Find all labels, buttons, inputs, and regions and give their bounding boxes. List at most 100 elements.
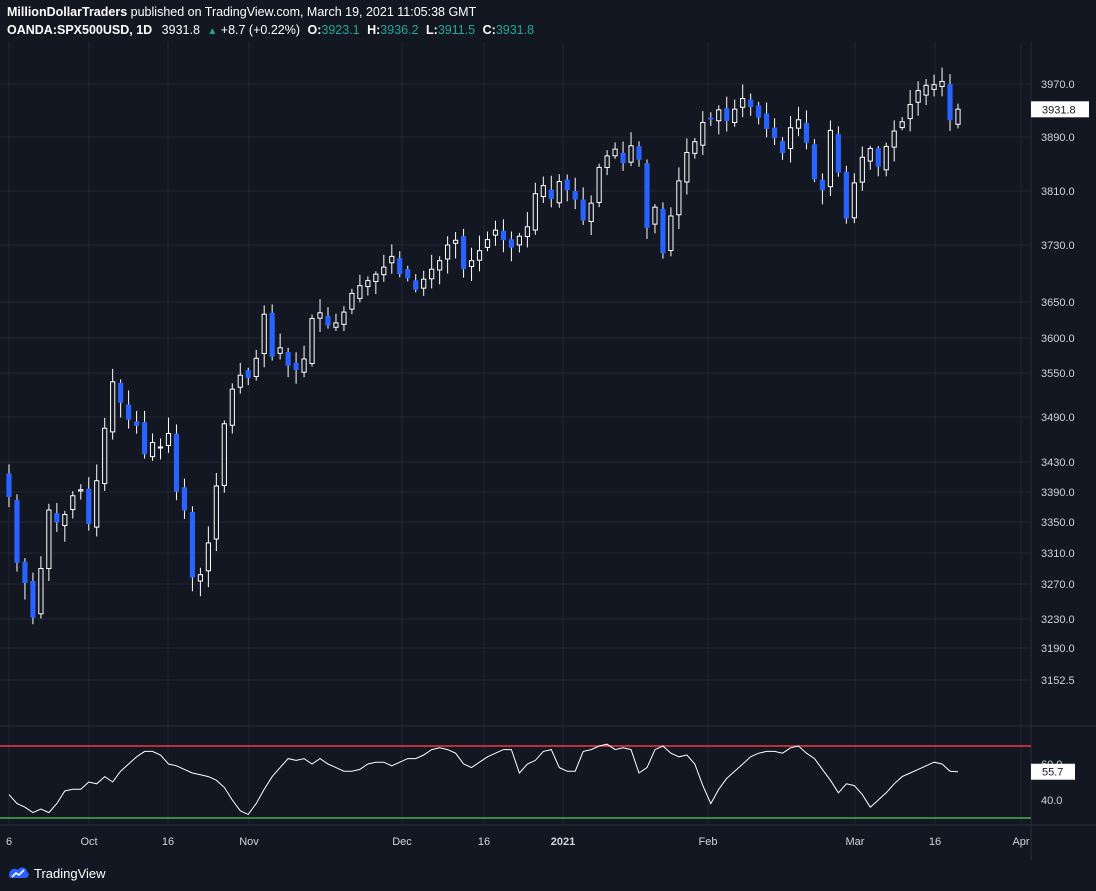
candle — [357, 274, 363, 303]
price-tick-label: 3810.0 — [1041, 186, 1075, 198]
author-name[interactable]: MillionDollarTraders — [7, 5, 128, 19]
candle — [413, 274, 419, 293]
candle-up-body — [612, 148, 618, 157]
time-tick-label: 16 — [478, 836, 490, 848]
candle — [891, 120, 897, 162]
candle — [620, 141, 626, 171]
candle — [237, 363, 243, 394]
candle-down-body — [843, 171, 849, 219]
candle-down-body — [620, 152, 626, 164]
candle — [875, 146, 881, 177]
candle — [261, 305, 267, 368]
publish-info: MillionDollarTraders published on Tradin… — [7, 5, 476, 19]
candle — [771, 118, 778, 146]
candle — [931, 74, 937, 97]
candle-down-body — [572, 190, 578, 200]
candle-up-body — [341, 311, 347, 325]
price-change: +8.7 (+0.22%) — [220, 23, 300, 37]
candle-up-body — [102, 427, 108, 485]
rsi-line — [8, 743, 959, 816]
candle — [189, 506, 196, 592]
candle — [636, 141, 642, 167]
candle — [452, 232, 459, 259]
candle-up-body — [389, 255, 395, 264]
candle — [572, 177, 578, 210]
candle-up-body — [628, 145, 634, 163]
candle-up-body — [795, 119, 802, 129]
candle-up-body — [94, 480, 100, 528]
candle-up-body — [915, 90, 921, 103]
candle-up-body — [357, 285, 363, 299]
candle-up-body — [883, 145, 889, 171]
candle-down-body — [500, 230, 507, 241]
tradingview-logo-icon[interactable] — [8, 865, 30, 883]
price-tick-label: 3730.0 — [1041, 240, 1075, 252]
candle — [492, 220, 499, 246]
candle — [644, 159, 650, 240]
rsi-tick-label: 40.0 — [1041, 795, 1062, 807]
candle — [317, 299, 323, 332]
candle-up-body — [652, 206, 658, 225]
candle-up-body — [429, 268, 435, 280]
candle — [612, 142, 618, 159]
price-tick-label: 3650.0 — [1041, 297, 1075, 309]
candle — [556, 174, 562, 208]
candle — [381, 254, 387, 282]
candle-down-body — [460, 236, 467, 270]
symbol-name[interactable]: OANDA:SPX500USD, 1D — [7, 23, 153, 37]
candle-down-body — [86, 488, 92, 525]
candle-down-body — [724, 108, 730, 121]
chart-canvas[interactable]: 4050.03970.03890.03810.03730.03650.03600… — [0, 42, 1096, 860]
candle-up-body — [716, 109, 722, 122]
candle — [405, 265, 411, 282]
candle-up-body — [277, 347, 283, 354]
candle-up-body — [596, 166, 602, 204]
candle-down-body — [580, 199, 586, 221]
candle-down-body — [173, 433, 180, 492]
time-tick-label: Oct — [80, 836, 97, 848]
candle-up-body — [38, 568, 44, 615]
candle-up-body — [421, 278, 427, 289]
candle — [86, 477, 92, 531]
price-tick-label: 3152.5 — [1041, 675, 1075, 687]
candle — [596, 163, 602, 208]
price-tick-label: 3970.0 — [1041, 79, 1075, 91]
candle — [54, 503, 60, 532]
price-tick-label: 3310.0 — [1041, 548, 1075, 560]
candle-up-body — [955, 108, 961, 125]
candle-up-body — [532, 193, 538, 231]
candle-up-body — [684, 152, 690, 183]
rsi-pane — [0, 743, 1031, 819]
candle — [756, 101, 762, 125]
grid — [0, 42, 1096, 860]
candle — [173, 424, 180, 501]
candle-up-body — [78, 489, 84, 492]
candle — [38, 556, 44, 619]
rsi-value-label: 55.7 — [1042, 767, 1063, 779]
low-value: 3911.5 — [437, 23, 476, 37]
candle — [133, 411, 140, 434]
published-text: published on TradingView.com, March 19, … — [130, 5, 477, 19]
candle-down-body — [245, 370, 251, 378]
candle-up-body — [740, 98, 746, 108]
tradingview-brand[interactable]: TradingView — [34, 866, 106, 881]
time-tick-label: 16 — [929, 836, 941, 848]
candle-up-body — [732, 108, 738, 124]
chart-area[interactable]: 4050.03970.03890.03810.03730.03650.03600… — [0, 42, 1096, 860]
candle — [349, 288, 355, 315]
candle — [684, 138, 690, 195]
candle-down-body — [803, 123, 810, 143]
candle-down-body — [126, 404, 132, 420]
open-label: O: — [307, 23, 322, 37]
candle-down-body — [405, 269, 411, 279]
candle — [915, 81, 921, 116]
candle — [588, 195, 594, 236]
candle-up-body — [253, 357, 259, 378]
candle — [851, 173, 857, 224]
rsi-value-badge — [1031, 763, 1075, 780]
candle — [309, 314, 315, 367]
candle — [141, 410, 148, 459]
candle-down-body — [6, 473, 12, 497]
open-value: 3923.1 — [321, 23, 360, 37]
price-tick-label: 3390.0 — [1041, 487, 1075, 499]
